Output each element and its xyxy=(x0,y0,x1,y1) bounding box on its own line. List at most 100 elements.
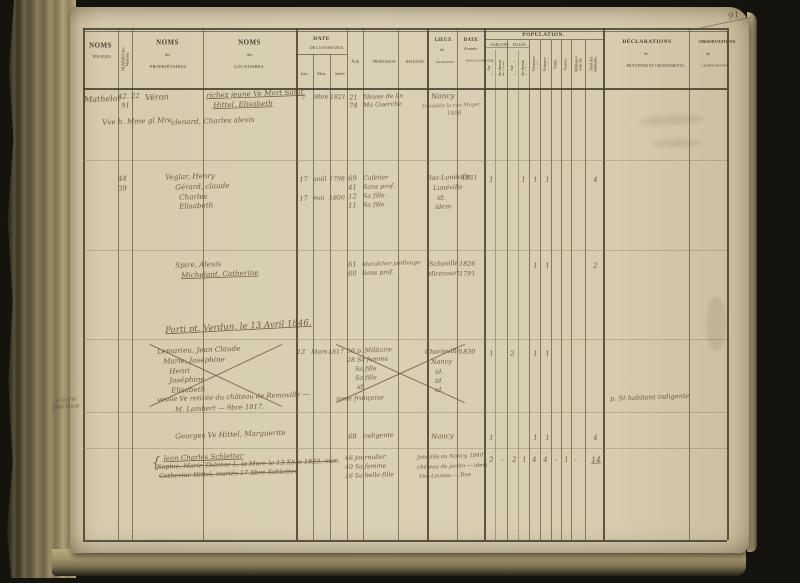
col-header-age: ÂGE. xyxy=(351,59,361,64)
grid-line xyxy=(296,28,298,540)
handwritten-entry: Véron xyxy=(145,92,169,103)
grid-line xyxy=(727,28,729,540)
col-header-declarations-sub: MUTATIONS ET CHANGEMENTS. xyxy=(626,63,685,68)
handwritten-entry: Vau-Launau — Bne xyxy=(419,471,471,480)
grid-line xyxy=(296,54,347,55)
col-header-declarations: DÉCLARATIONS xyxy=(622,38,672,45)
handwritten-entry: 17 xyxy=(299,194,308,203)
handwritten-entry: 4 xyxy=(543,455,548,464)
grid-line xyxy=(585,40,586,540)
handwritten-entry: 1 xyxy=(545,261,550,270)
grid-line xyxy=(398,28,399,540)
handwritten-entry: 68 xyxy=(348,432,357,441)
handwritten-entry: indigente xyxy=(363,431,394,441)
grid-line xyxy=(603,28,605,540)
handwritten-entry: 1 xyxy=(489,433,494,442)
handwritten-entry: - xyxy=(574,455,577,464)
register-table: NOMS DES RUES. NUMÉRO des Maisons. NOMS … xyxy=(83,28,736,542)
handwritten-entry: 4 xyxy=(593,433,598,442)
grid-line xyxy=(427,28,429,540)
col-header-rues-sub: DES RUES. xyxy=(92,54,112,59)
grid-line xyxy=(203,28,204,540)
handwritten-entry: 40 Sa femme xyxy=(345,462,387,472)
cross-out-mark xyxy=(335,344,465,403)
grid-line xyxy=(347,28,348,540)
grid-line xyxy=(484,47,507,48)
handwritten-entry: mai xyxy=(313,194,325,203)
grid-line xyxy=(561,40,562,540)
handwritten-entry: 1798 xyxy=(329,175,346,184)
handwritten-entry: 1808 xyxy=(447,109,462,117)
grid-line xyxy=(313,54,314,540)
grid-line xyxy=(484,39,603,40)
grid-line xyxy=(518,50,519,540)
grid-line xyxy=(363,28,364,540)
col-header-locataires-sub: LOCATAIRES. xyxy=(234,63,265,69)
handwritten-entry: Joinville ou Nancy, 1840 xyxy=(417,451,484,461)
grid-line xyxy=(83,160,727,161)
handwritten-entry: Spire, Alexis xyxy=(175,260,222,270)
handwritten-entry: 1 xyxy=(564,455,569,464)
handwritten-entry: 2 xyxy=(510,349,515,358)
handwritten-entry: 1821 xyxy=(330,93,347,102)
handwritten-entry: Décédée la rue Moyer xyxy=(422,100,481,110)
handwritten-entry: Maraîcher jardinage xyxy=(362,258,421,268)
handwritten-entry: 1 xyxy=(489,175,494,184)
grid-line xyxy=(83,412,727,413)
col-header-proprietaires: NOMS xyxy=(156,38,179,47)
handwritten-entry: Vve b. Mme gl Mre xyxy=(102,116,173,127)
col-header-lieux-de: de xyxy=(440,47,444,52)
handwritten-entry: 46 journalier xyxy=(345,453,386,463)
grid-line xyxy=(495,50,496,540)
handwritten-entry: 74 xyxy=(349,101,358,110)
handwritten-entry: 1831 xyxy=(461,174,478,183)
col-header-lieux-sub: NAISSANCE. xyxy=(436,60,455,64)
grid-line xyxy=(83,540,727,542)
handwritten-entry: 69 xyxy=(348,174,357,183)
page-stack-left-edge xyxy=(6,0,76,578)
grid-line xyxy=(132,28,133,540)
grid-line xyxy=(507,40,508,540)
handwritten-entry: 9bre xyxy=(314,93,329,102)
handwritten-entry: 14 xyxy=(591,454,601,465)
handwritten-entry: Georges Ve Hittel, Marguerite xyxy=(175,429,286,441)
grid-line xyxy=(83,28,85,540)
col-header-observations: OBSERVATIONS xyxy=(698,38,736,44)
handwritten-entry: clenard, Charles alexis xyxy=(171,116,255,127)
col-header-filles: FILLES. xyxy=(513,42,527,47)
handwritten-entry: Sa fille xyxy=(363,201,385,210)
grid-line xyxy=(118,28,119,540)
grid-line xyxy=(83,28,727,30)
handwritten-entry: - xyxy=(555,455,558,464)
col-header-entree: DATE xyxy=(463,37,479,43)
handwritten-entry: Hittel, Elisabeth xyxy=(213,99,273,110)
handwritten-entry: pble chap. xyxy=(52,402,81,411)
handwritten-entry: Sans prof. xyxy=(363,182,395,192)
handwritten-entry: 91 xyxy=(121,101,130,110)
col-header-entree-de: d'entrée xyxy=(464,46,477,51)
col-header-declarations-de: de xyxy=(644,51,648,56)
handwritten-entry: Charles xyxy=(179,193,208,202)
handwritten-entry: 12 xyxy=(348,192,357,201)
col-header-rues: NOMS xyxy=(89,41,112,50)
page-stack-bottom-edge xyxy=(52,549,746,576)
handwritten-entry: 1 xyxy=(533,175,538,184)
handwritten-entry: idem xyxy=(435,203,452,212)
handwritten-entry: 2 xyxy=(489,455,494,464)
grid-line xyxy=(571,40,572,540)
handwritten-entry: id. xyxy=(437,194,446,203)
handwritten-entry: 16 Sa belle-fille xyxy=(345,471,395,481)
grid-line xyxy=(330,54,331,540)
grid-line xyxy=(689,28,690,540)
grid-line xyxy=(484,28,486,540)
col-header-naissance-sub: DE LA NAISSANCE. xyxy=(310,45,345,50)
handwritten-entry: 17 xyxy=(299,175,308,184)
grid-line xyxy=(507,47,529,48)
handwritten-entry: Mirecourt xyxy=(427,269,460,279)
handwritten-entry: p. St habitant indigente xyxy=(610,392,690,403)
grid-line xyxy=(457,28,458,540)
grid-line xyxy=(83,88,727,90)
handwritten-entry: Nancy xyxy=(431,92,455,101)
handwritten-entry: 44 xyxy=(118,174,127,183)
handwritten-entry: 1800 xyxy=(329,194,346,203)
